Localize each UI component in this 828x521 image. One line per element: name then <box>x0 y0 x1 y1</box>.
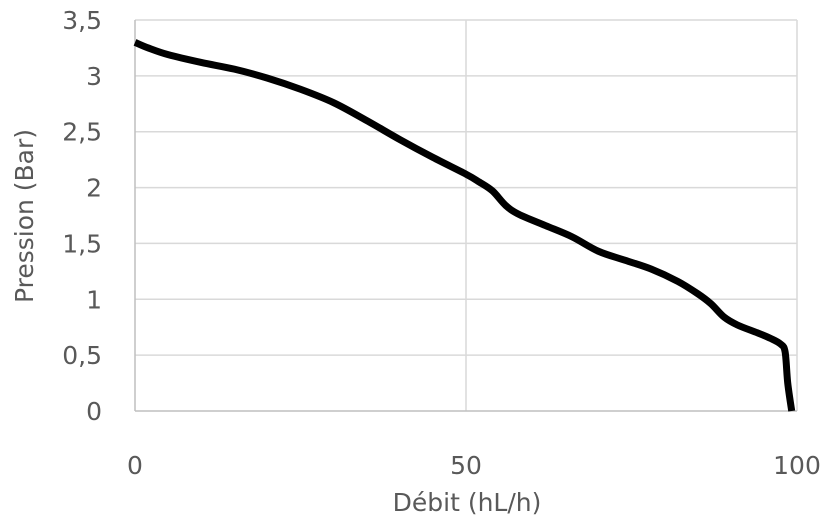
y-tick-label: 2,5 <box>62 118 102 147</box>
x-tick-label: 50 <box>450 451 482 480</box>
y-tick-label: 1 <box>86 285 102 314</box>
x-tick-labels: 0 50 100 <box>127 451 821 480</box>
y-tick-label: 2 <box>86 174 102 203</box>
y-tick-label: 1,5 <box>62 229 102 258</box>
y-axis-title: Pression (Bar) <box>10 129 39 303</box>
plot-area <box>133 39 796 412</box>
y-tick-label: 3,5 <box>62 6 102 35</box>
x-tick-label: 100 <box>773 451 821 480</box>
y-tick-labels: 0 0,5 1 1,5 2 2,5 3 3,5 <box>62 6 102 426</box>
gridlines <box>135 19 798 411</box>
axes <box>134 20 797 412</box>
x-tick-label: 0 <box>127 451 143 480</box>
series-line <box>133 39 796 412</box>
x-axis-title: Débit (hL/h) <box>393 488 542 517</box>
y-tick-label: 0 <box>86 397 102 426</box>
y-tick-label: 3 <box>86 62 102 91</box>
y-tick-label: 0,5 <box>62 341 102 370</box>
